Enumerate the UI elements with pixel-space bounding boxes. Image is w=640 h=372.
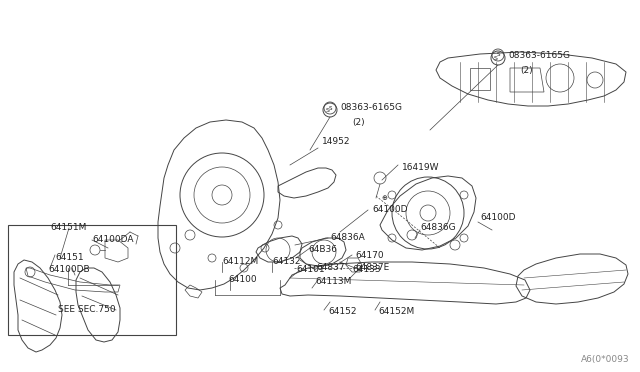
Text: 08363-6165G: 08363-6165G (340, 103, 402, 112)
Text: (2): (2) (520, 65, 532, 74)
Text: S: S (326, 108, 330, 112)
Text: S: S (494, 55, 498, 61)
Text: 64132: 64132 (272, 257, 301, 266)
Text: 64100D: 64100D (372, 205, 408, 215)
Text: 64151M: 64151M (50, 224, 86, 232)
Text: S: S (328, 106, 332, 110)
Text: 64100DA: 64100DA (92, 235, 134, 244)
Text: 64101: 64101 (296, 266, 324, 275)
Text: 64836A: 64836A (330, 234, 365, 243)
Text: 64836G: 64836G (420, 224, 456, 232)
Bar (8, 225, 176, 335)
Text: 64152M: 64152M (378, 308, 414, 317)
Text: S: S (496, 52, 500, 58)
Text: (2): (2) (352, 118, 365, 126)
Text: 64152: 64152 (328, 308, 356, 317)
Text: 64133: 64133 (352, 266, 381, 275)
Text: 64112M: 64112M (222, 257, 259, 266)
Text: 64151: 64151 (55, 253, 84, 263)
Text: 16419W: 16419W (402, 164, 440, 173)
Text: SEE SEC.750: SEE SEC.750 (58, 305, 116, 314)
Text: 08363-6165G: 08363-6165G (508, 51, 570, 60)
Text: 64170: 64170 (355, 251, 383, 260)
Text: 64837E: 64837E (355, 263, 389, 273)
Text: ⊕: ⊕ (381, 195, 387, 201)
Text: 64100D: 64100D (480, 214, 515, 222)
Text: A6(0*0093: A6(0*0093 (581, 355, 630, 364)
Text: 64100: 64100 (228, 276, 257, 285)
Text: 64837: 64837 (316, 263, 344, 273)
Text: 14952: 14952 (322, 138, 351, 147)
Text: 64113M: 64113M (315, 278, 351, 286)
Text: 64100DB: 64100DB (48, 266, 90, 275)
Text: 64B36: 64B36 (308, 246, 337, 254)
